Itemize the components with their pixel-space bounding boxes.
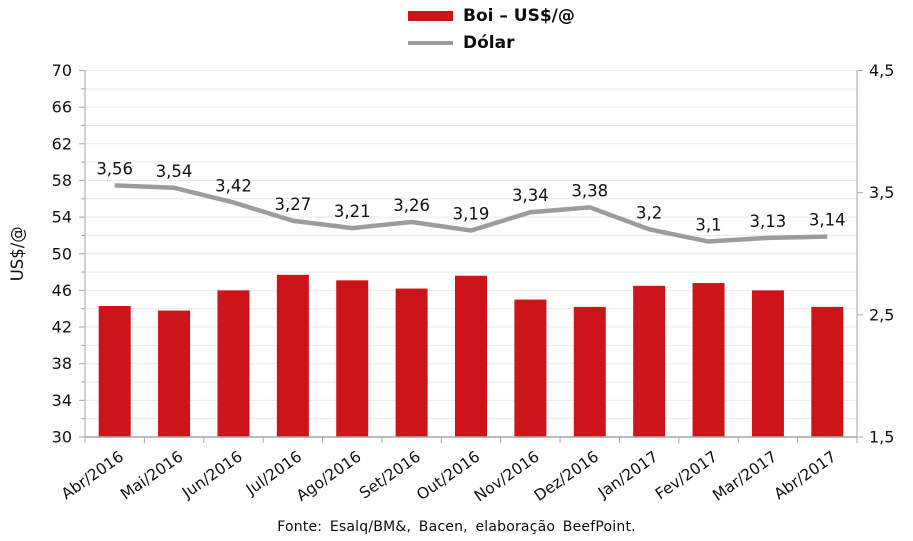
dolar-value-label: 3,34 <box>512 186 549 205</box>
dolar-value-label: 3,21 <box>334 202 371 221</box>
source-note: Fonte: Esalq/BM&, Bacen, elaboração Beef… <box>277 519 636 535</box>
legend-item-boi: Boi – US$/@ <box>408 2 575 29</box>
dolar-value-label: 3,56 <box>96 159 133 178</box>
bar-boi-Mai/2016 <box>158 310 191 437</box>
legend-item-dolar: Dólar <box>408 29 575 56</box>
left-axis-tick-label: 58 <box>52 171 72 190</box>
legend-label-boi: Boi – US$/@ <box>463 5 575 26</box>
left-axis-tick-label: 50 <box>52 244 72 263</box>
dolar-value-label: 3,13 <box>750 212 787 231</box>
right-axis-tick-label: 4,5 <box>869 61 894 80</box>
dolar-value-label: 3,42 <box>215 176 252 195</box>
legend-label-dolar: Dólar <box>463 32 515 53</box>
left-axis-tick-label: 66 <box>52 98 72 117</box>
bar-boi-Nov/2016 <box>514 299 547 437</box>
x-axis-label-Mai/2016: Mai/2016 <box>117 448 186 504</box>
left-axis-title: US$/@ <box>8 226 27 281</box>
dolar-value-label: 3,2 <box>636 203 662 222</box>
bar-boi-Mar/2017 <box>751 290 784 437</box>
x-axis-label-Set/2016: Set/2016 <box>356 448 424 503</box>
bar-boi-Out/2016 <box>455 275 487 437</box>
x-axis-label-Nov/2016: Nov/2016 <box>471 448 543 506</box>
bar-boi-Abr/2016 <box>98 305 131 437</box>
left-axis-tick-label: 46 <box>52 281 72 300</box>
x-axis-label-Jan/2017: Jan/2017 <box>594 448 661 503</box>
x-axis-label-Ago/2016: Ago/2016 <box>293 448 364 506</box>
left-axis-tick-label: 30 <box>52 428 72 447</box>
dolar-value-label: 3,27 <box>274 195 311 214</box>
dolar-value-label: 3,54 <box>156 162 193 181</box>
x-axis-label-Mar/2017: Mar/2017 <box>709 448 780 505</box>
bar-boi-Ago/2016 <box>336 280 369 437</box>
dolar-line <box>114 183 828 244</box>
bar-boi-Abr/2017 <box>811 306 844 437</box>
left-axis-tick-label: 38 <box>52 354 72 373</box>
bar-boi-Jun/2016 <box>217 290 250 437</box>
x-axis-label-Jun/2016: Jun/2016 <box>178 448 246 503</box>
dolar-value-label: 3,19 <box>453 205 490 224</box>
bar-boi-Fev/2017 <box>692 283 725 437</box>
bar-boi-Jan/2017 <box>633 285 666 437</box>
boi-bar-swatch-icon <box>408 10 453 21</box>
left-axis-tick-label: 34 <box>52 391 72 410</box>
bar-boi-Dez/2016 <box>573 306 606 437</box>
dolar-value-label: 3,14 <box>809 211 846 230</box>
dolar-line-swatch-icon <box>408 40 453 45</box>
left-axis-tick-label: 70 <box>52 61 72 80</box>
right-axis-tick-label: 2,5 <box>869 305 894 324</box>
x-axis-label-Abr/2016: Abr/2016 <box>58 448 127 504</box>
x-axis-label-Out/2016: Out/2016 <box>413 448 483 504</box>
dolar-value-label: 3,26 <box>393 196 430 215</box>
left-axis-tick-label: 42 <box>52 318 72 337</box>
left-axis-tick-label: 54 <box>52 208 72 227</box>
dolar-value-label: 3,1 <box>695 216 721 235</box>
left-axis-tick-label: 62 <box>52 134 72 153</box>
x-axis-label-Dez/2016: Dez/2016 <box>531 448 602 505</box>
right-axis-tick-label: 3,5 <box>869 183 894 202</box>
dolar-value-label: 3,38 <box>571 181 608 200</box>
bar-boi-Jul/2016 <box>276 274 309 437</box>
x-axis-label-Fev/2017: Fev/2017 <box>652 448 721 504</box>
bar-boi-Set/2016 <box>395 288 428 437</box>
x-axis-label-Abr/2017: Abr/2017 <box>771 448 840 504</box>
legend: Boi – US$/@ Dólar <box>408 2 575 56</box>
right-axis-tick-label: 1,5 <box>869 428 894 447</box>
